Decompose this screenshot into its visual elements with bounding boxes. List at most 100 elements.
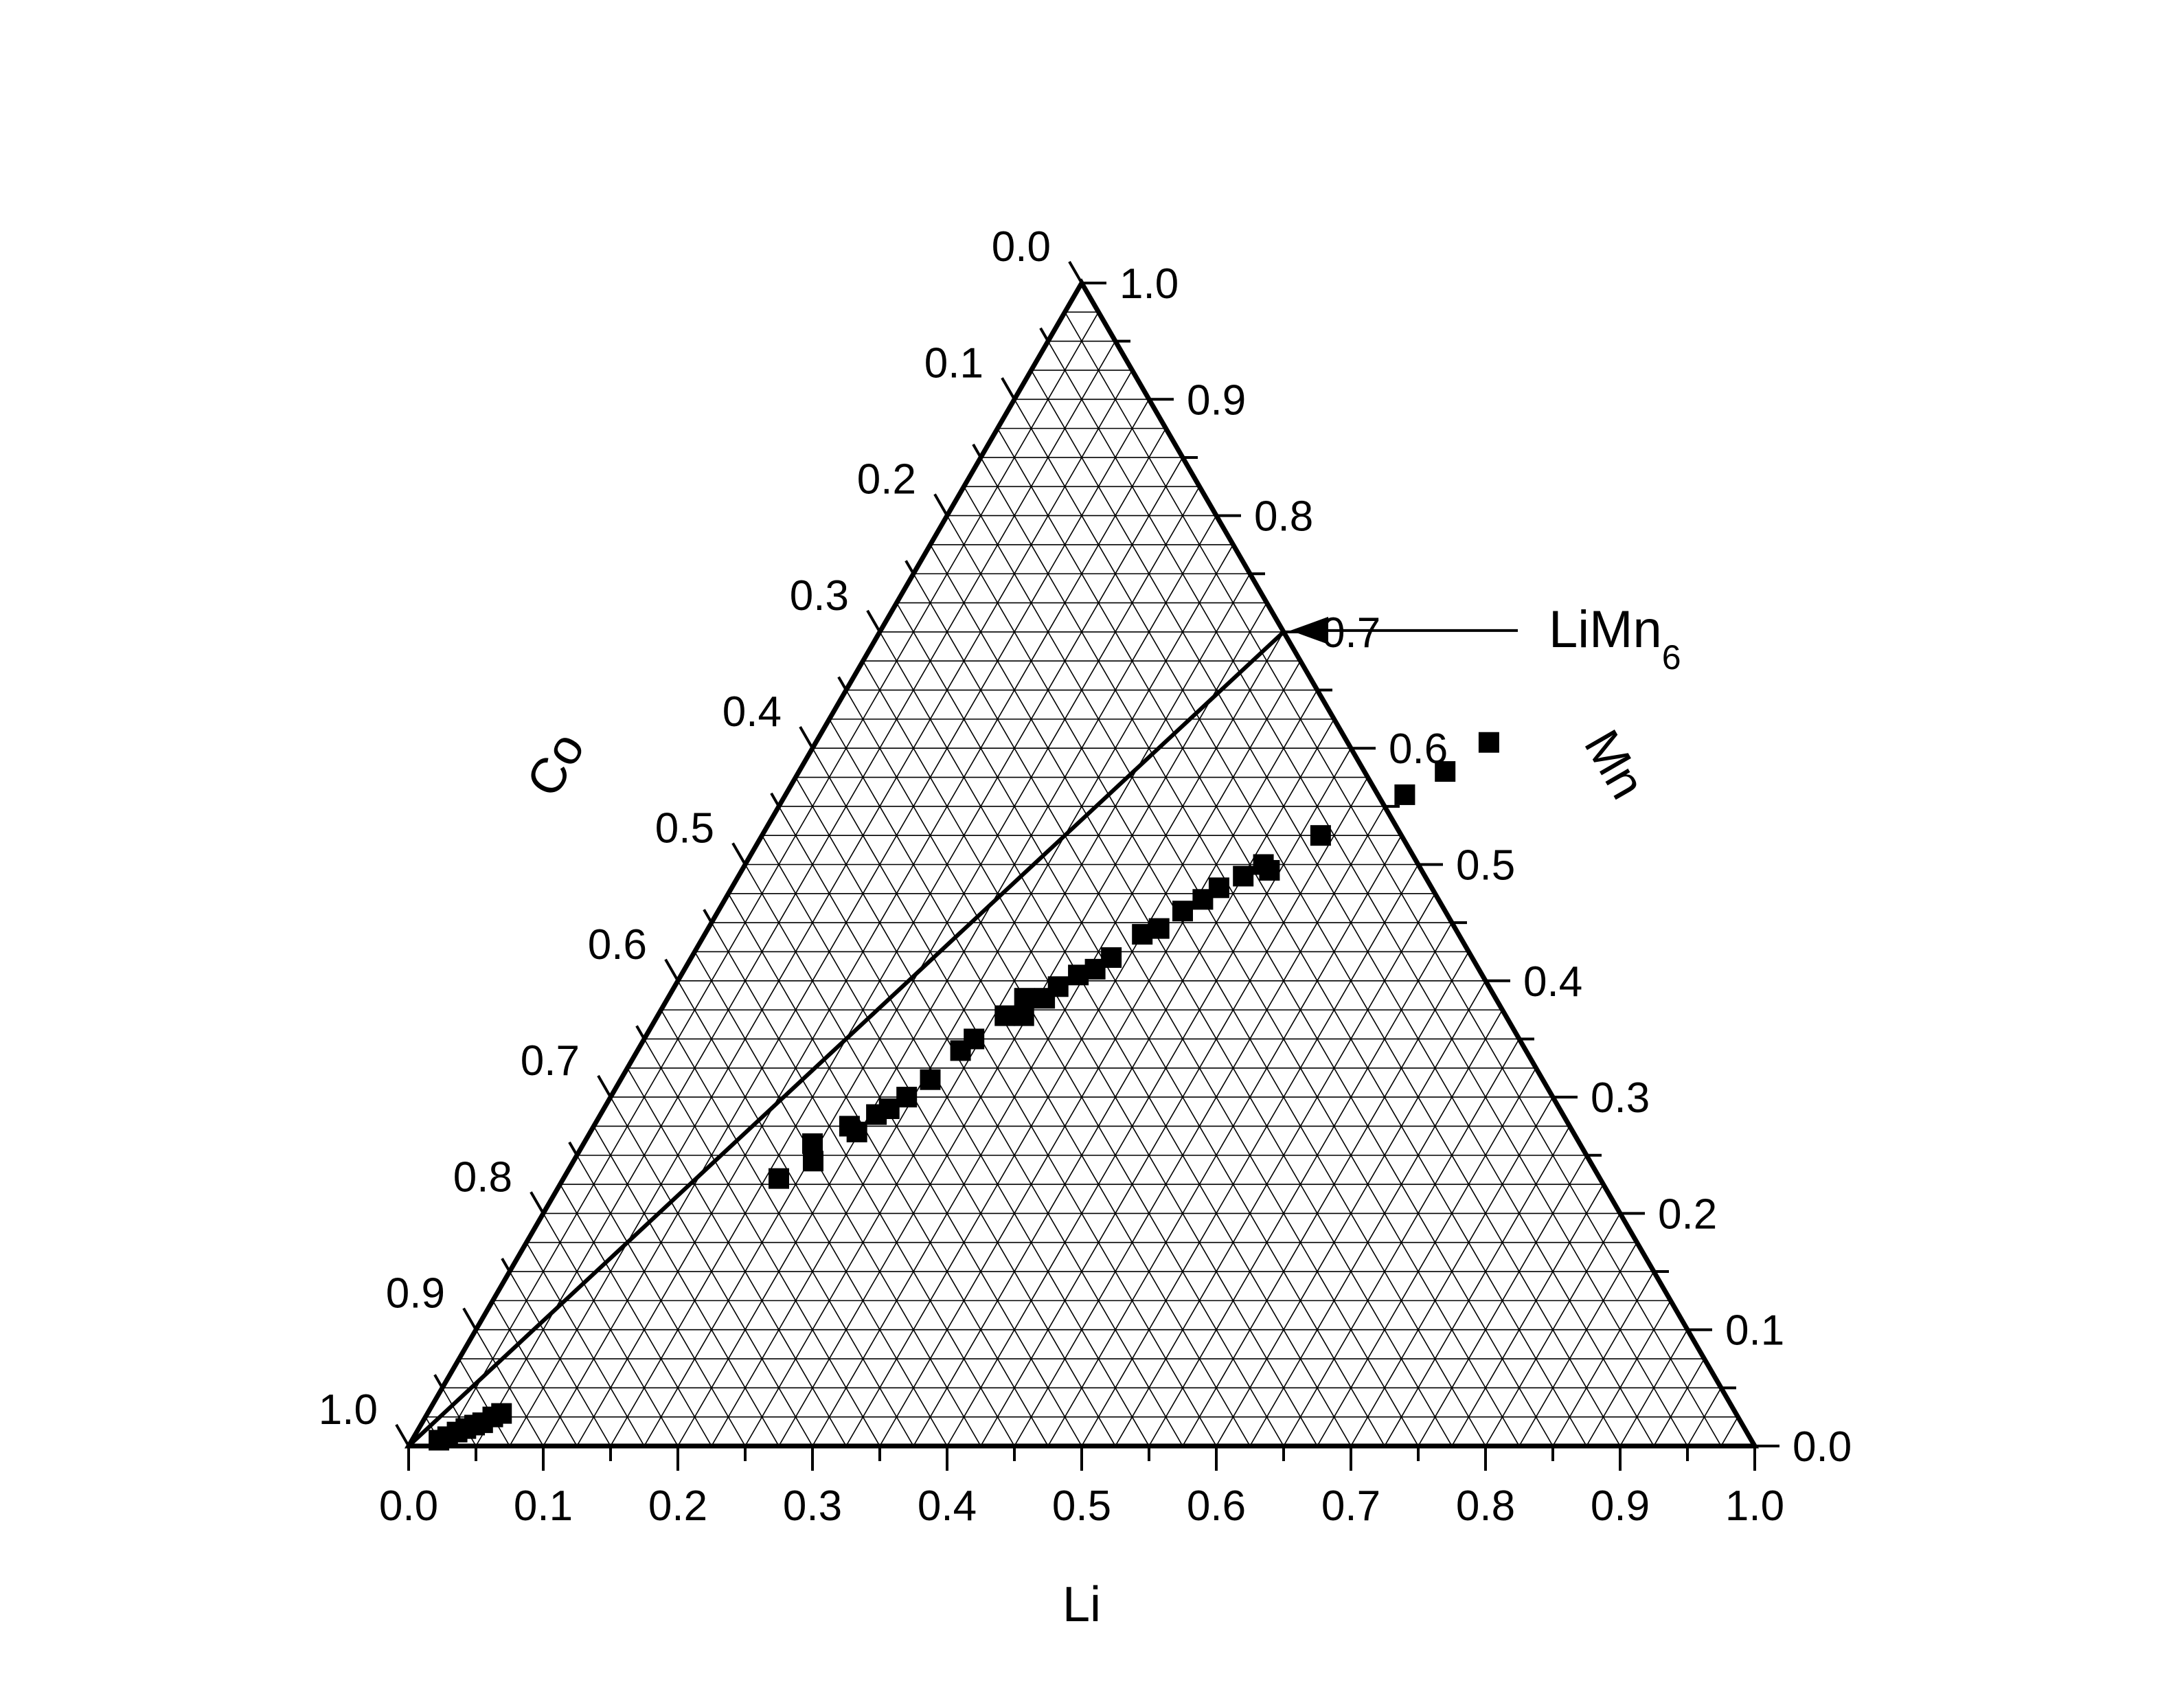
data-point (920, 1069, 941, 1090)
tick-labels: 0.0 0.0 0.0 0.1 0.1 0.1 0.2 0.2 0.2 0.3 0.3 0.3 0.4 0… (319, 223, 1852, 1530)
axis-title-li: Li (1062, 1577, 1101, 1632)
grid-line (694, 951, 981, 1447)
tick-label-co: 0.4 (723, 688, 782, 736)
grid-line (1030, 370, 1654, 1447)
grid-line (1047, 835, 1402, 1447)
data-point (1047, 976, 1069, 997)
grid-line (492, 1300, 578, 1447)
tick-co (731, 842, 747, 866)
tick-label-li: 0.4 (918, 1482, 977, 1530)
grid-line (828, 719, 1251, 1447)
grid-line (626, 1068, 847, 1447)
grid-line (1115, 893, 1436, 1447)
grid-line (845, 660, 1301, 1447)
tick-co (597, 1074, 612, 1098)
grid-line (1720, 1416, 1739, 1447)
tick-label-li: 0.6 (1187, 1482, 1246, 1530)
grid-line (559, 1184, 712, 1447)
grid-line (1014, 806, 1385, 1447)
grid-line (862, 660, 1318, 1447)
tick-label-co: 0.8 (453, 1153, 512, 1201)
tick-label-co: 0.9 (386, 1270, 445, 1318)
data-point (994, 1005, 1016, 1026)
data-points (429, 732, 1499, 1451)
tick-label-co: 0.2 (857, 456, 916, 504)
tick-label-mn: 0.3 (1591, 1074, 1650, 1122)
grid-line (778, 806, 1150, 1447)
grid-line (644, 1039, 880, 1447)
grid-line (677, 980, 948, 1447)
tick-label-co: 0.1 (924, 339, 983, 387)
data-point (1172, 901, 1193, 922)
grid-line (610, 1096, 813, 1447)
grid-line (1485, 1212, 1621, 1447)
tick-label-co: 0.0 (992, 223, 1051, 271)
grid-line (761, 835, 1116, 1447)
tick-label-mn: 0.9 (1187, 376, 1246, 424)
tick-co (462, 1307, 477, 1331)
tick-label-mn: 0.7 (1321, 609, 1380, 657)
grid-line (1317, 1068, 1537, 1447)
grid-line (1384, 1126, 1571, 1447)
tick-label-li: 1.0 (1725, 1482, 1784, 1530)
grid-line (711, 922, 1015, 1447)
grid-line (1451, 1184, 1604, 1447)
grid-line (744, 864, 1082, 1447)
grid-line (727, 893, 1049, 1447)
chart-grid (424, 311, 1739, 1447)
grid-line (576, 428, 1167, 1447)
data-point (1259, 859, 1280, 881)
grid-line (1249, 1009, 1503, 1447)
tick-co (530, 1191, 545, 1215)
grid-line (963, 486, 1520, 1447)
tick-co (1039, 327, 1049, 342)
grid-line (879, 690, 1318, 1447)
data-point (964, 1028, 985, 1050)
tick-marks (395, 260, 1779, 1471)
tick-co (664, 958, 679, 982)
grid-line (458, 1358, 510, 1447)
data-point (1233, 866, 1254, 887)
axis-title-mn: Mn (1573, 721, 1655, 809)
data-point (1101, 947, 1122, 968)
annotation-limn6: LiMn6 (1290, 600, 1681, 677)
grid-line (1418, 1155, 1587, 1447)
annotation-arrow-head (1290, 616, 1328, 644)
grid-line (660, 1009, 914, 1447)
grid-line (509, 1271, 611, 1447)
grid-line (1350, 1096, 1554, 1447)
grid-line (1687, 1387, 1722, 1447)
grid-line (1182, 951, 1470, 1447)
grid-line (1552, 1271, 1654, 1447)
data-point (1148, 918, 1170, 939)
grid-line (845, 690, 1284, 1447)
tick-label-co: 0.5 (655, 805, 714, 852)
tick-label-mn: 0.4 (1523, 958, 1582, 1006)
data-point (896, 1087, 918, 1108)
tick-label-co: 0.7 (521, 1037, 580, 1085)
data-point (1013, 1005, 1034, 1026)
data-point (769, 1168, 789, 1189)
data-point (846, 1121, 867, 1142)
grid-line (1283, 1039, 1520, 1447)
tick-label-li: 0.0 (379, 1482, 438, 1530)
tick-co (866, 609, 881, 633)
tick-co (799, 726, 814, 749)
annotation-label-main: LiMn (1549, 600, 1662, 659)
tick-label-co: 1.0 (319, 1386, 378, 1434)
tick-label-mn: 1.0 (1119, 260, 1179, 308)
grid-line (997, 428, 1587, 1447)
tick-co (837, 676, 848, 691)
grid-line (1148, 922, 1453, 1447)
data-point (1394, 784, 1415, 805)
tick-label-mn: 0.2 (1658, 1190, 1717, 1238)
tick-label-co: 0.6 (588, 921, 647, 969)
data-point (878, 1098, 900, 1120)
data-point (802, 1133, 823, 1154)
tick-co (933, 493, 948, 517)
data-point (1310, 825, 1331, 846)
tick-label-co: 0.3 (790, 572, 849, 620)
tick-label-mn: 0.5 (1456, 842, 1515, 890)
grid-line (1653, 1358, 1705, 1447)
tick-co (433, 1374, 444, 1389)
